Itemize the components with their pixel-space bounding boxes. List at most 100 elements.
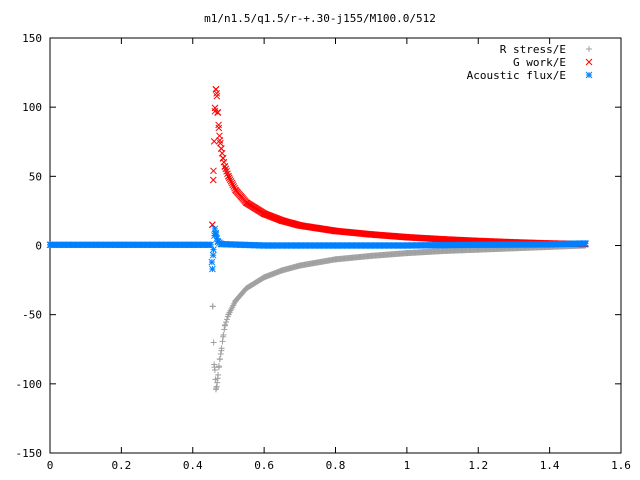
marker-stroke <box>213 92 221 100</box>
legend-marker <box>586 46 592 52</box>
marker-stroke <box>585 58 593 66</box>
x-tick-label: 0.2 <box>111 459 131 472</box>
y-tick-label: -50 <box>22 309 42 322</box>
x-tick-label: 0.8 <box>326 459 346 472</box>
data-point <box>208 258 216 266</box>
marker-stroke <box>222 165 230 173</box>
data-points <box>46 85 589 393</box>
x-tick-label: 1.4 <box>540 459 560 472</box>
data-point <box>215 371 222 378</box>
y-tick-label: 50 <box>29 170 42 183</box>
x-tick-label: 0.4 <box>183 459 203 472</box>
data-point <box>222 321 229 328</box>
legend-marker <box>585 71 593 79</box>
marker-stroke <box>213 235 221 242</box>
marker-stroke <box>216 137 224 144</box>
data-point <box>221 326 228 333</box>
data-point <box>215 363 222 370</box>
marker-stroke <box>212 231 220 238</box>
series-2 <box>46 225 589 273</box>
data-point <box>211 225 219 233</box>
data-point <box>227 177 235 185</box>
data-point <box>207 241 214 249</box>
x-tick-label: 1.6 <box>611 459 631 472</box>
data-point <box>225 172 232 180</box>
data-point <box>229 181 237 189</box>
marker-stroke <box>215 121 222 129</box>
marker-stroke <box>215 124 223 132</box>
data-point <box>218 345 225 352</box>
legend-marker <box>585 58 593 66</box>
legend-label: G work/E <box>513 56 566 69</box>
marker-stroke <box>210 167 217 175</box>
data-point <box>223 316 230 323</box>
marker-stroke <box>209 265 216 273</box>
data-point <box>213 89 221 97</box>
data-point <box>217 139 224 147</box>
marker-stroke <box>217 139 224 147</box>
marker-stroke <box>211 104 219 112</box>
data-point <box>221 163 229 171</box>
x-tick-label: 1 <box>404 459 411 472</box>
data-point <box>214 109 222 117</box>
data-point <box>210 167 217 175</box>
data-point <box>210 246 217 254</box>
data-point <box>228 179 236 187</box>
data-point <box>225 174 233 182</box>
marker-stroke <box>209 176 217 184</box>
legend-label: Acoustic flux/E <box>467 69 566 82</box>
data-point <box>211 104 219 112</box>
marker-stroke <box>214 109 222 117</box>
data-point <box>215 124 223 132</box>
data-point <box>209 303 216 310</box>
data-point <box>220 331 227 338</box>
chart-title: m1/n1.5/q1.5/r-+.30-j155/M100.0/512 <box>204 12 436 25</box>
marker-stroke <box>225 174 233 182</box>
marker-stroke <box>208 258 216 266</box>
marker-stroke <box>227 177 235 185</box>
data-point <box>209 176 217 184</box>
y-tick-label: 150 <box>22 32 42 45</box>
marker-stroke <box>230 183 238 190</box>
data-point <box>213 383 220 390</box>
x-tick-label: 1.2 <box>468 459 488 472</box>
marker-stroke <box>210 246 217 254</box>
x-tick-label: 0.6 <box>254 459 274 472</box>
data-point <box>213 92 221 100</box>
marker-stroke <box>585 71 593 79</box>
marker-stroke <box>231 184 238 192</box>
marker-stroke <box>225 172 232 180</box>
series-0 <box>209 242 589 393</box>
data-point <box>212 231 220 238</box>
marker-stroke <box>224 170 231 178</box>
marker-stroke <box>219 154 227 162</box>
data-point <box>217 351 224 358</box>
marker-stroke <box>213 89 221 97</box>
marker-stroke <box>581 240 589 247</box>
data-point <box>209 251 217 259</box>
data-point <box>216 355 223 362</box>
data-point <box>230 183 238 190</box>
data-point <box>214 379 221 386</box>
axis-ticks: 0 0.2 0.4 0.6 0.8 1 1.2 1.4 1.6 150 100 50 0 -50 -100 -… <box>16 32 631 472</box>
data-point <box>223 319 230 326</box>
data-point <box>210 339 217 346</box>
marker-stroke <box>223 167 230 175</box>
series-1 <box>209 85 589 248</box>
marker-stroke <box>229 181 237 189</box>
data-point <box>209 265 216 273</box>
marker-stroke <box>209 221 216 229</box>
y-tick-label: -100 <box>16 378 43 391</box>
data-point <box>215 121 222 129</box>
y-tick-label: 100 <box>22 101 42 114</box>
data-point <box>226 176 234 183</box>
marker-stroke <box>210 138 218 145</box>
x-tick-label: 0 <box>47 459 54 472</box>
marker-stroke <box>228 179 236 187</box>
marker-stroke <box>226 176 234 183</box>
legend-label: R stress/E <box>500 43 566 56</box>
y-tick-label: 0 <box>35 240 42 253</box>
marker-stroke <box>209 251 217 259</box>
